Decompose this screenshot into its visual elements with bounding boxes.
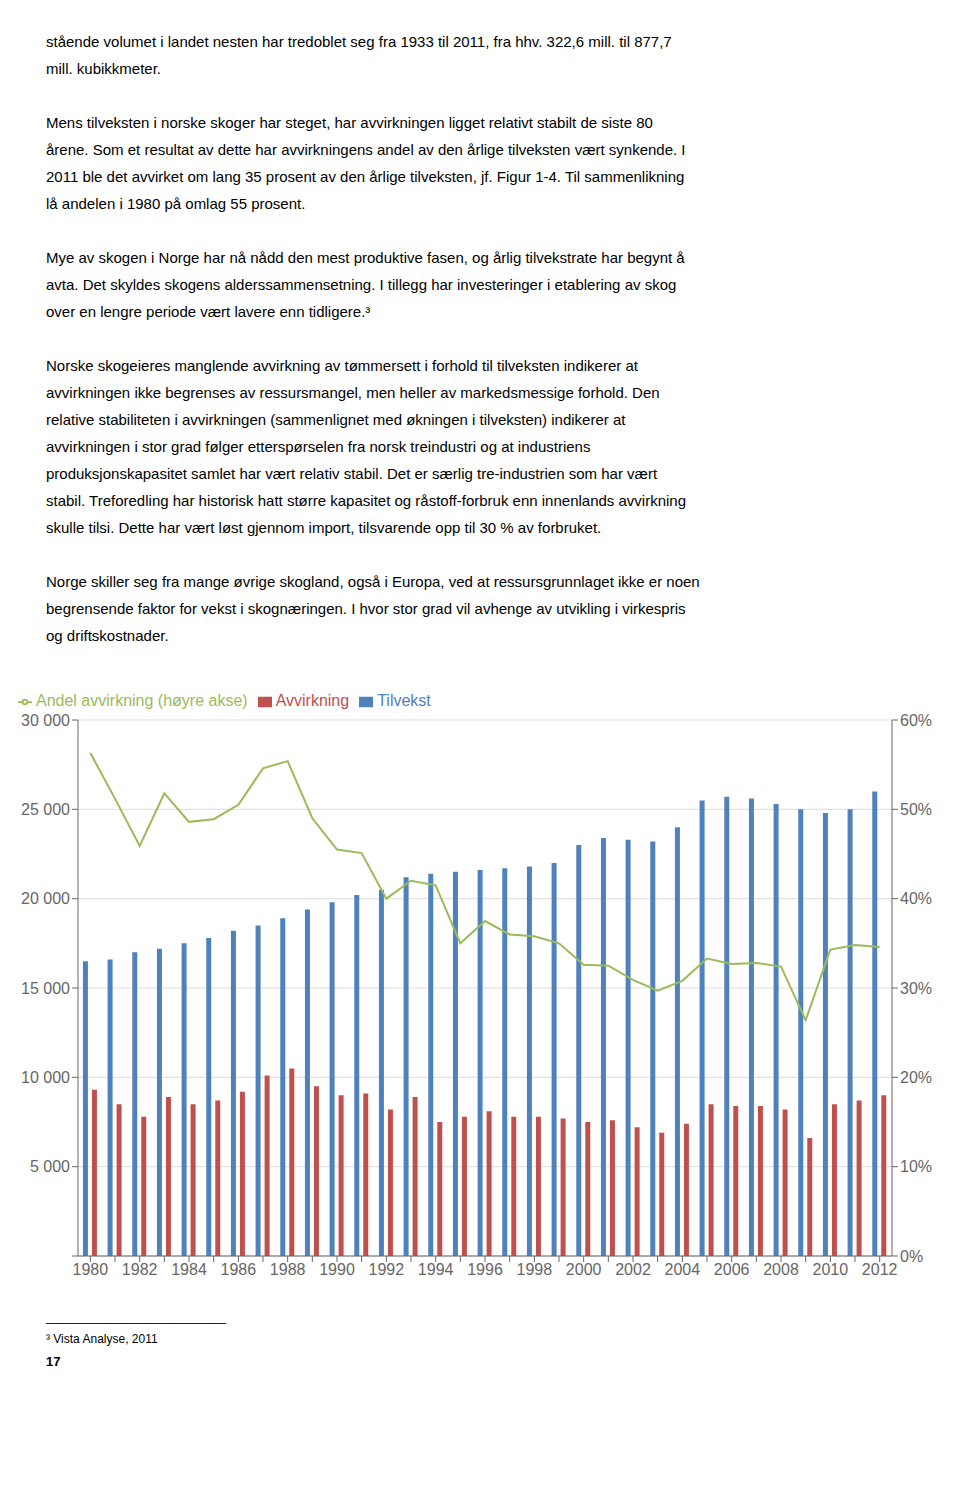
svg-text:2012: 2012: [862, 1261, 898, 1278]
html-text:produksjonskapasitet samlet ha: produksjonskapasitet samlet har vært rel…: [46, 465, 658, 482]
html-text:Norge skiller seg fra mange øv: Norge skiller seg fra mange øvrige skogl…: [46, 573, 700, 590]
svg-text:10%: 10%: [900, 1158, 932, 1175]
svg-text:20%: 20%: [900, 1069, 932, 1086]
svg-text:1980: 1980: [73, 1261, 109, 1278]
svg-text:50%: 50%: [900, 801, 932, 818]
svg-text:1994: 1994: [418, 1261, 454, 1278]
svg-text:1996: 1996: [467, 1261, 503, 1278]
svg-text:30 000: 30 000: [21, 712, 70, 729]
html-text:og driftskostnader.: og driftskostnader.: [46, 627, 169, 644]
html-text:relative stabiliteten i avvirk: relative stabiliteten i avvirkningen (sa…: [46, 411, 626, 428]
html-text:³ Vista Analyse, 2011: ³ Vista Analyse, 2011: [46, 1332, 158, 1346]
html-text:årene. Som et resultat av dett: årene. Som et resultat av dette har avvi…: [46, 141, 686, 158]
svg-text:30%: 30%: [900, 980, 932, 997]
html-text:avvirkningen i stor grad følge: avvirkningen i stor grad følger etterspø…: [46, 438, 591, 455]
svg-text:10 000: 10 000: [21, 1069, 70, 1086]
svg-text:25 000: 25 000: [21, 801, 70, 818]
html-text:over en lengre periode vært la: over en lengre periode vært lavere enn t…: [46, 303, 371, 320]
svg-text:2004: 2004: [665, 1261, 701, 1278]
html-text:Avvirkning: Avvirkning: [275, 692, 350, 709]
svg-text:0%: 0%: [900, 1248, 923, 1265]
svg-text:2000: 2000: [566, 1261, 602, 1278]
html-text:stående volumet i landet neste: stående volumet i landet nesten har tred…: [46, 33, 672, 50]
html-text:2011 ble det avvirket om lang: 2011 ble det avvirket om lang 35 prosent…: [46, 168, 685, 185]
html-text:lå andelen i 1980 på omlag 55: lå andelen i 1980 på omlag 55 prosent.: [46, 195, 306, 212]
svg-text:5 000: 5 000: [30, 1158, 70, 1175]
html-text:mill. kubikkmeter.: mill. kubikkmeter.: [46, 60, 161, 77]
svg-text:2002: 2002: [615, 1261, 651, 1278]
svg-text:2010: 2010: [813, 1261, 849, 1278]
svg-text:2006: 2006: [714, 1261, 750, 1278]
html-text:stabil. Treforedling har histo: stabil. Treforedling har historisk hatt …: [46, 492, 686, 509]
svg-text:15 000: 15 000: [21, 980, 70, 997]
html-text:Mye av skogen i Norge har nå n: Mye av skogen i Norge har nå nådd den me…: [46, 249, 685, 266]
svg-text:2008: 2008: [763, 1261, 799, 1278]
html-text:Andel avvirkning (høyre akse): Andel avvirkning (høyre akse): [36, 692, 248, 709]
html-text:Mens tilveksten i norske skoge: Mens tilveksten i norske skoger har steg…: [46, 114, 653, 131]
svg-text:1992: 1992: [369, 1261, 405, 1278]
svg-text:1984: 1984: [171, 1261, 207, 1278]
svg-text:60%: 60%: [900, 712, 932, 729]
svg-text:1998: 1998: [517, 1261, 553, 1278]
svg-text:40%: 40%: [900, 890, 932, 907]
html-text:skulle tilsi. Dette har vært l: skulle tilsi. Dette har vært løst gjenno…: [46, 519, 602, 536]
html-text:avta. Det skyldes skogens alde: avta. Det skyldes skogens alderssammense…: [46, 276, 677, 293]
svg-text:1990: 1990: [319, 1261, 355, 1278]
svg-text:1982: 1982: [122, 1261, 158, 1278]
html-text:Tilvekst: Tilvekst: [377, 692, 431, 709]
svg-text:1986: 1986: [221, 1261, 257, 1278]
html-text:begrensende faktor for vekst i: begrensende faktor for vekst i skognærin…: [46, 600, 686, 617]
svg-text:1988: 1988: [270, 1261, 306, 1278]
html-text:avvirkningen ikke begrenses av: avvirkningen ikke begrenses av ressursma…: [46, 384, 660, 401]
svg-text:20 000: 20 000: [21, 890, 70, 907]
html-text:17: 17: [46, 1354, 61, 1369]
html-text:Norske skogeieres manglende av: Norske skogeieres manglende avvirkning a…: [46, 357, 638, 374]
